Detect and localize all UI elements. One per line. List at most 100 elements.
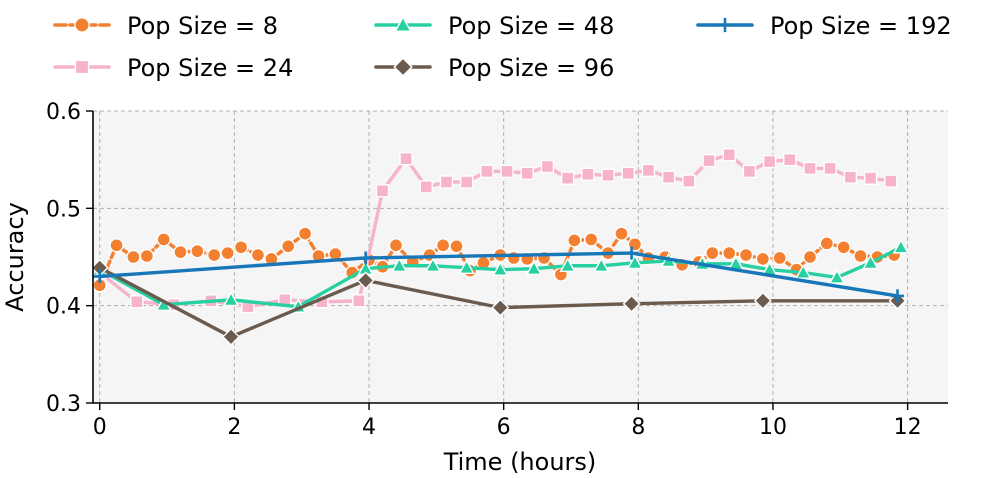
data-point xyxy=(435,238,451,253)
data-point xyxy=(742,164,757,179)
data-point xyxy=(233,240,249,255)
data-point xyxy=(593,257,610,273)
series-line xyxy=(98,231,896,287)
x-tick-label: 10 xyxy=(759,415,787,440)
legend-label: Pop Size = 24 xyxy=(127,54,293,82)
data-point xyxy=(559,257,576,273)
series-2 xyxy=(91,238,910,313)
data-point xyxy=(139,248,155,264)
x-tick-label: 2 xyxy=(227,415,241,440)
y-tick-label: 0.5 xyxy=(46,197,81,222)
data-point xyxy=(126,249,141,265)
legend-label: Pop Size = 8 xyxy=(127,12,278,40)
data-point xyxy=(682,174,696,188)
data-point xyxy=(853,248,868,264)
data-point xyxy=(621,166,635,180)
series-4 xyxy=(93,246,905,303)
data-point xyxy=(399,151,413,166)
data-point xyxy=(109,238,124,253)
legend-label: Pop Size = 48 xyxy=(448,12,614,40)
data-point xyxy=(506,250,521,266)
data-point xyxy=(626,254,644,270)
data-point xyxy=(492,261,509,276)
data-point xyxy=(130,295,144,309)
data-point xyxy=(705,245,720,261)
data-point xyxy=(583,232,599,247)
y-tick-label: 0.6 xyxy=(46,100,81,125)
legend-item: Pop Size = 96 xyxy=(374,54,614,82)
data-point xyxy=(359,251,373,265)
legend: Pop Size = 8 Pop Size = 24 Pop Size = 48 Po… xyxy=(53,12,952,82)
data-point xyxy=(836,240,851,255)
data-point xyxy=(802,249,818,265)
data-point xyxy=(828,268,846,284)
x-axis-title: Time (hours) xyxy=(443,448,597,476)
legend-marker xyxy=(717,17,733,33)
data-point xyxy=(250,247,266,263)
data-point xyxy=(222,327,241,346)
x-tick-label: 12 xyxy=(894,415,922,440)
data-point xyxy=(722,245,737,261)
series-group xyxy=(90,148,910,346)
data-point xyxy=(702,153,716,168)
data-point xyxy=(661,170,676,184)
data-point xyxy=(625,246,639,260)
data-point xyxy=(281,239,296,254)
legend-item: Pop Size = 192 xyxy=(696,12,952,40)
data-point xyxy=(520,166,534,180)
x-tick-label: 4 xyxy=(362,415,376,440)
data-point xyxy=(567,233,582,248)
data-point xyxy=(439,175,454,189)
data-point xyxy=(560,171,575,185)
data-point xyxy=(795,264,812,279)
data-point xyxy=(297,226,313,241)
legend-marker xyxy=(394,15,412,32)
y-tick-label: 0.3 xyxy=(46,392,81,417)
data-point xyxy=(375,184,390,198)
data-point xyxy=(803,161,817,176)
data-point xyxy=(424,257,442,273)
data-point xyxy=(459,175,474,189)
data-point xyxy=(190,243,205,259)
data-point xyxy=(772,250,787,266)
data-point xyxy=(540,159,555,174)
legend-label: Pop Size = 96 xyxy=(448,54,614,82)
ticks: 0 2 4 6 8 10 12 0.3 0.4 0.5 0.6 xyxy=(46,100,922,440)
data-point xyxy=(823,161,837,176)
data-point xyxy=(753,291,772,310)
data-point xyxy=(601,168,615,182)
legend-item: Pop Size = 48 xyxy=(374,12,614,40)
data-point xyxy=(173,244,188,260)
legend-item: Pop Size = 8 xyxy=(53,12,278,40)
data-point xyxy=(156,232,171,247)
data-point xyxy=(206,247,222,263)
data-point xyxy=(388,238,404,253)
data-point xyxy=(352,294,366,308)
data-point xyxy=(843,170,858,184)
data-point xyxy=(863,171,878,185)
data-point xyxy=(884,174,898,188)
data-point xyxy=(622,294,641,313)
x-tick-label: 8 xyxy=(631,415,645,440)
y-tick-label: 0.4 xyxy=(46,295,81,320)
series-line xyxy=(98,251,900,298)
x-tick-label: 0 xyxy=(93,415,107,440)
data-point xyxy=(641,163,656,178)
data-point xyxy=(449,239,464,254)
x-tick-label: 6 xyxy=(497,415,511,440)
data-point xyxy=(491,298,510,317)
data-point xyxy=(222,291,240,307)
data-point xyxy=(722,148,736,162)
data-point xyxy=(614,226,629,241)
data-point xyxy=(356,271,375,290)
data-point xyxy=(891,289,905,303)
data-point xyxy=(458,259,475,275)
data-point xyxy=(220,245,235,261)
legend-marker xyxy=(74,17,90,33)
data-point xyxy=(819,236,835,251)
legend-marker xyxy=(393,57,413,77)
data-point xyxy=(581,167,595,181)
data-point xyxy=(391,257,408,273)
data-point xyxy=(93,269,107,283)
